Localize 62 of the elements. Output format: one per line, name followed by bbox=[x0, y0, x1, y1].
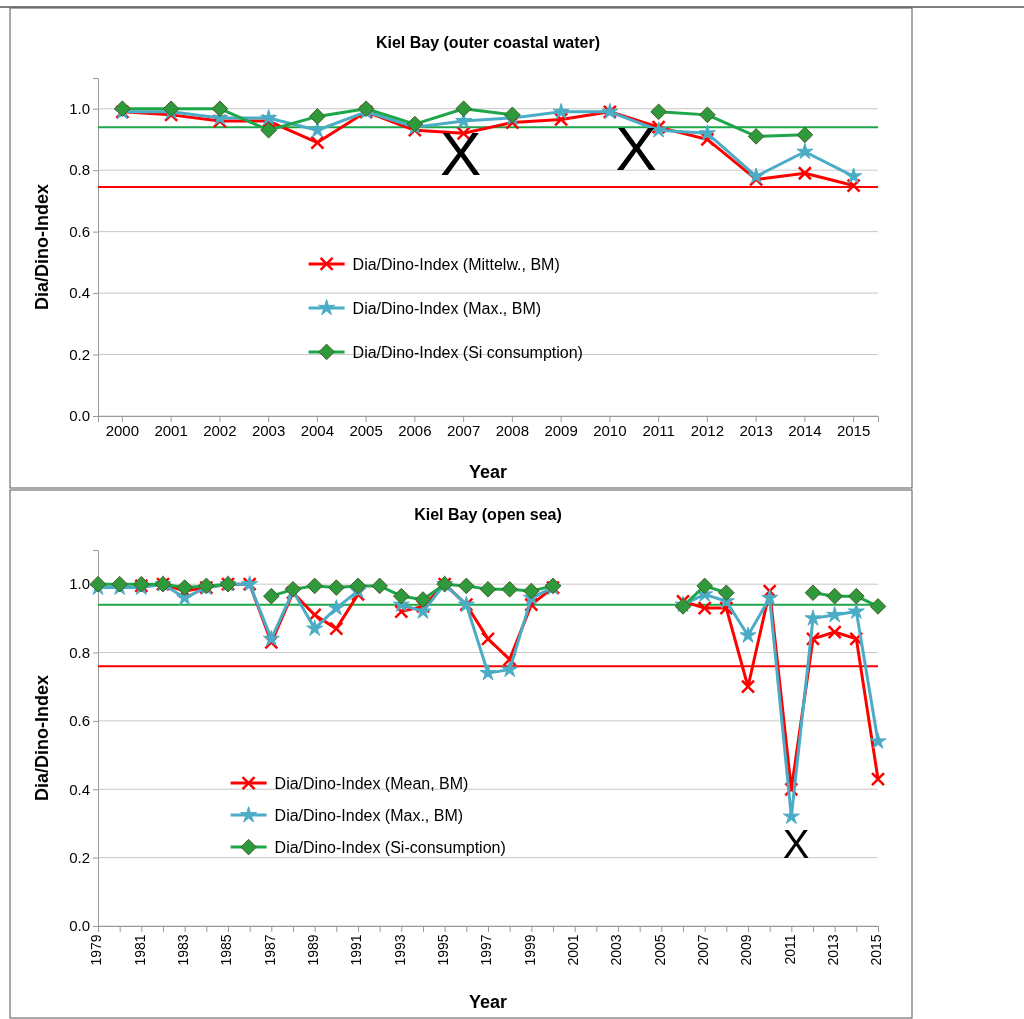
y-axis-title: Dia/Dino-Index bbox=[32, 674, 52, 802]
y-tick-label: 0.8 bbox=[69, 643, 90, 661]
annotation: X bbox=[782, 821, 810, 866]
x-tick-label: 2015 bbox=[868, 934, 885, 966]
x-tick-label: 1999 bbox=[521, 934, 538, 966]
x-tick-label: 2011 bbox=[781, 934, 798, 965]
x-tick-label: 2013 bbox=[739, 421, 773, 439]
x-tick-label: 1989 bbox=[304, 934, 321, 966]
y-tick-label: 0.2 bbox=[69, 848, 90, 866]
legend-label: Dia/Dino-Index (Max., BM) bbox=[352, 299, 542, 317]
legend-label: Dia/Dino-Index (Si-consumption) bbox=[274, 838, 506, 856]
legend-label: Dia/Dino-Index (Mean, BM) bbox=[274, 774, 469, 792]
y-tick-label: 1.0 bbox=[69, 100, 90, 118]
y-axis-title: Dia/Dino-Index bbox=[32, 183, 52, 311]
x-tick-label: 2015 bbox=[836, 421, 871, 439]
legend-label: Dia/Dino-Index (Max., BM) bbox=[274, 806, 464, 824]
x-tick-label: 1987 bbox=[261, 934, 278, 966]
x-axis-title: Year bbox=[468, 462, 508, 482]
annotation: X bbox=[440, 119, 482, 189]
x-tick-label: 2009 bbox=[738, 934, 755, 966]
y-tick-label: 0.6 bbox=[69, 222, 90, 240]
x-tick-label: 2011 bbox=[642, 421, 675, 439]
x-axis-title: Year bbox=[468, 992, 508, 1012]
x-tick-label: 2003 bbox=[608, 934, 625, 966]
x-tick-label: 2004 bbox=[300, 421, 335, 439]
x-tick-label: 2007 bbox=[446, 421, 481, 439]
x-tick-label: 2005 bbox=[349, 421, 383, 439]
y-tick-label: 0.0 bbox=[69, 917, 90, 935]
y-tick-label: 0.4 bbox=[69, 780, 90, 798]
x-tick-label: 1991 bbox=[348, 934, 365, 966]
x-tick-label: 1981 bbox=[131, 934, 148, 966]
x-tick-label: 2010 bbox=[593, 421, 627, 439]
x-tick-label: 2013 bbox=[824, 934, 841, 966]
x-tick-label: 2008 bbox=[495, 421, 530, 439]
x-tick-label: 2014 bbox=[788, 421, 822, 439]
y-tick-label: 0.4 bbox=[69, 284, 90, 302]
x-tick-label: 1993 bbox=[391, 934, 408, 966]
x-tick-label: 1985 bbox=[218, 934, 235, 966]
y-tick-label: 0.8 bbox=[69, 161, 90, 179]
x-tick-label: 2001 bbox=[154, 421, 188, 439]
y-tick-label: 0.2 bbox=[69, 345, 90, 363]
x-tick-label: 2000 bbox=[105, 421, 140, 439]
x-tick-label: 1979 bbox=[88, 934, 105, 966]
x-tick-label: 2002 bbox=[203, 421, 237, 439]
x-tick-label: 2007 bbox=[694, 934, 711, 966]
x-tick-label: 1995 bbox=[434, 934, 451, 966]
x-tick-label: 2005 bbox=[651, 934, 668, 966]
x-tick-label: 1983 bbox=[174, 934, 191, 966]
x-tick-label: 2001 bbox=[564, 934, 581, 966]
chart-title: Kiel Bay (open sea) bbox=[414, 506, 562, 523]
annotation: X bbox=[615, 114, 657, 184]
chart-title: Kiel Bay (outer coastal water) bbox=[375, 34, 601, 51]
x-tick-label: 2006 bbox=[398, 421, 432, 439]
x-tick-label: 1997 bbox=[478, 934, 495, 966]
x-tick-label: 2003 bbox=[251, 421, 286, 439]
y-tick-label: 0.6 bbox=[69, 712, 90, 730]
x-tick-label: 2012 bbox=[690, 421, 725, 439]
legend-label: Dia/Dino-Index (Mittelw., BM) bbox=[352, 255, 560, 273]
x-tick-label: 2009 bbox=[544, 421, 578, 439]
legend-label: Dia/Dino-Index (Si consumption) bbox=[352, 343, 583, 361]
y-tick-label: 0.0 bbox=[69, 407, 90, 425]
y-tick-label: 1.0 bbox=[69, 575, 90, 593]
